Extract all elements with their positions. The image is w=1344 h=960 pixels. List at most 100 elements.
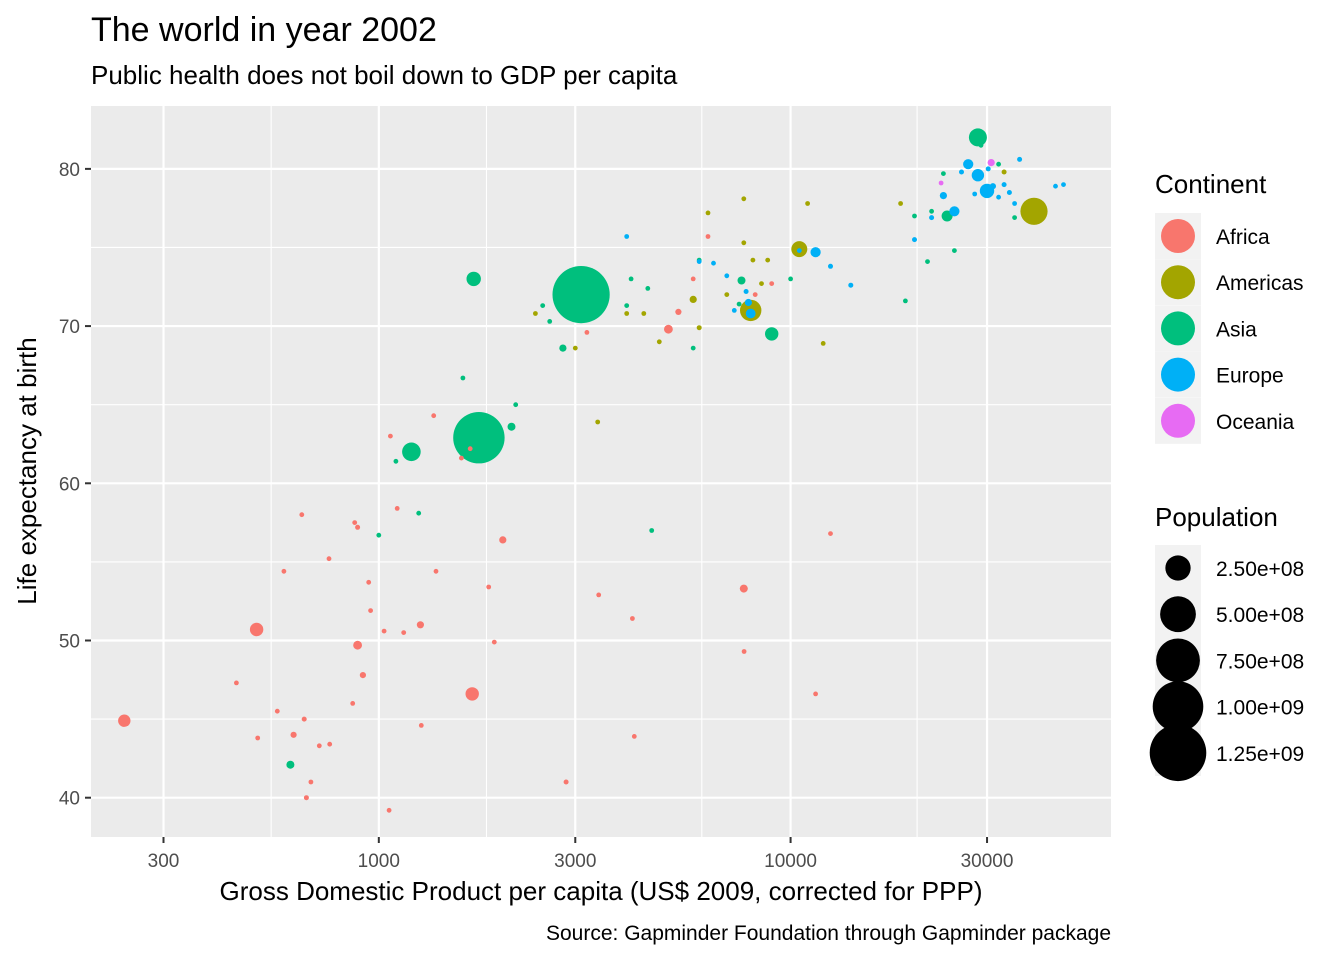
data-point-asia [559,344,567,352]
color-legend-title: Continent [1155,169,1267,199]
data-point-africa [234,680,239,686]
y-tick-label: 40 [59,789,80,810]
data-point-africa [491,639,497,645]
data-point-oceania [987,159,995,167]
data-point-asia [584,311,590,316]
data-point-africa [303,795,309,801]
data-point-americas [689,295,697,303]
x-tick-label: 300 [148,851,180,872]
data-point-africa [416,621,424,629]
data-point-africa [431,413,437,419]
legend-label: Americas [1216,272,1304,295]
data-point-asia [737,276,746,285]
data-point-europe [989,183,997,190]
data-point-asia [376,532,382,538]
legend-key-asia [1161,311,1195,346]
data-point-asia [507,422,516,431]
color-legend: Africa Americas Asia Europe Oceania [1155,213,1304,444]
data-point-africa [705,234,711,239]
data-point-americas [533,311,538,316]
data-point-asia [402,442,421,462]
data-point-africa [350,701,356,706]
data-point-europe [711,260,716,266]
data-point-europe [745,308,756,319]
y-tick-label: 60 [59,474,80,495]
data-point-asia [286,760,295,769]
data-point-africa [741,649,747,654]
caption: Source: Gapminder Foundation through Gap… [546,922,1111,945]
data-point-americas [724,292,730,297]
data-point-europe [963,159,974,170]
data-point-africa [308,779,314,785]
data-point-americas [741,240,747,246]
legend-label: Asia [1216,318,1257,341]
data-point-americas [1020,197,1048,225]
data-point-europe [743,289,749,294]
data-point-asia [552,266,610,324]
data-point-europe [744,298,753,307]
legend-key-europe [1161,357,1195,392]
data-point-asia [1012,215,1017,221]
y-tick-label: 80 [59,160,80,181]
data-point-africa [418,723,424,728]
data-point-asia [996,161,1001,167]
data-points [118,128,1066,813]
chart-subtitle: Public health does not boil down to GDP … [91,60,678,90]
data-point-africa [433,568,439,574]
data-point-americas [624,311,630,316]
data-point-africa [368,608,373,613]
legend-key-americas [1161,265,1195,300]
data-point-asia [547,319,553,324]
x-axis-ticks: 300 1000 3000 10000 30000 [148,837,1014,872]
size-legend-title: Population [1155,502,1278,532]
x-tick-label: 10000 [764,851,817,872]
size-legend-label: 2.50e+08 [1216,558,1304,581]
data-point-africa [752,292,758,297]
data-point-europe [1017,156,1023,162]
data-point-africa [596,592,602,598]
data-point-africa [255,735,261,741]
data-point-africa [631,734,637,739]
data-point-americas [572,345,578,351]
data-point-africa [394,506,400,511]
data-point-africa [739,584,748,593]
size-legend-key [1149,724,1207,782]
plot-panel [91,106,1111,837]
data-point-europe [731,308,737,313]
data-point-africa [401,630,407,635]
data-point-asia [952,248,957,254]
data-point-oceania [938,180,944,186]
data-point-asia [453,412,505,464]
data-point-americas [641,311,647,316]
data-point-europe [972,191,978,197]
data-point-europe [1061,182,1066,188]
data-point-asia [513,402,519,408]
data-point-africa [299,512,305,518]
data-point-europe [724,273,730,279]
data-point-africa [274,708,280,714]
size-legend-key [1160,596,1196,633]
size-legend-key [1156,638,1200,683]
data-point-africa [316,743,322,749]
size-legend-label: 1.25e+09 [1216,743,1304,766]
data-point-africa [630,616,635,621]
legend-key-africa [1161,219,1195,253]
size-legend-label: 7.50e+08 [1216,650,1304,673]
legend-label: Europe [1216,365,1284,388]
data-point-europe [1053,183,1058,189]
data-point-asia [925,259,930,264]
data-point-africa [664,324,673,334]
data-point-africa [281,568,287,574]
y-tick-label: 50 [59,631,80,652]
data-point-asia [736,301,742,307]
data-point-africa [355,524,361,530]
data-point-europe [1012,201,1017,206]
data-point-americas [705,210,711,216]
legend-label: Africa [1216,226,1270,249]
gridlines [91,106,1111,837]
data-point-americas [820,341,826,346]
data-point-africa [690,276,696,282]
data-point-europe [985,166,991,172]
x-tick-label: 30000 [961,851,1014,872]
size-legend-label: 5.00e+08 [1216,604,1304,627]
